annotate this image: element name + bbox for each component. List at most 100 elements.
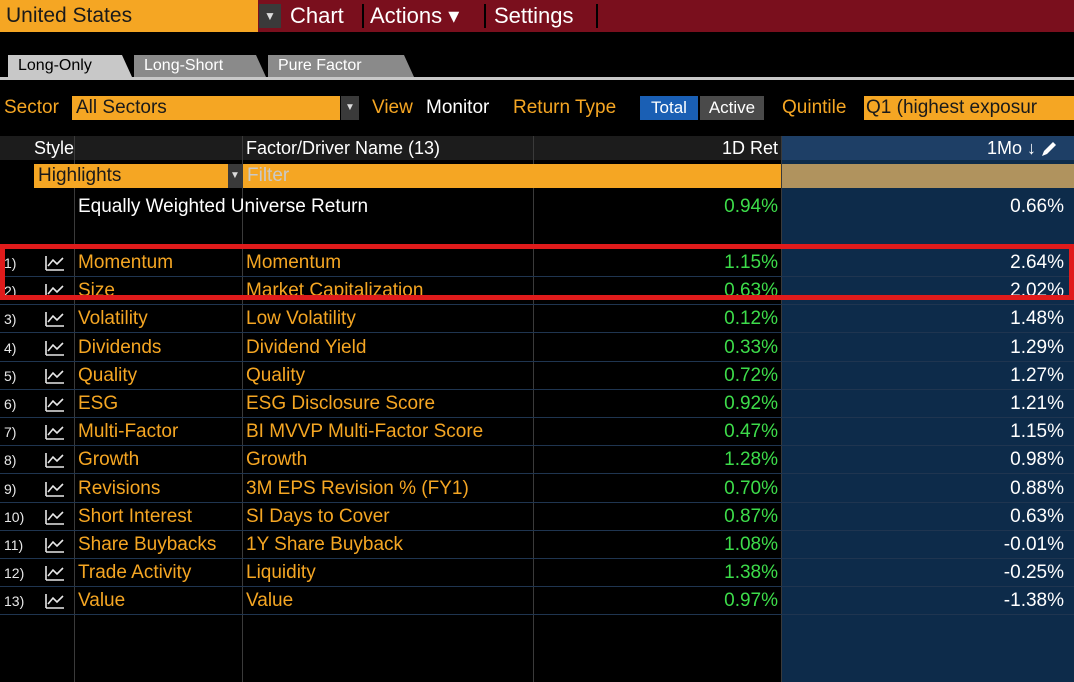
chevron-down-icon[interactable]: ▼ xyxy=(228,164,242,188)
menu-separator xyxy=(362,4,364,28)
row-1mo-ret: 1.27% xyxy=(1010,365,1064,386)
row-1mo-ret: -1.38% xyxy=(1003,590,1064,611)
highlights-dropdown[interactable]: Highlights xyxy=(34,164,228,188)
row-1d-ret: 0.33% xyxy=(724,337,778,358)
row-index: 8) xyxy=(4,452,17,468)
row-1mo-ret: 1.15% xyxy=(1010,421,1064,442)
line-chart-icon[interactable] xyxy=(44,591,66,611)
row-factor-name[interactable]: 1Y Share Buyback xyxy=(246,534,404,555)
line-chart-icon[interactable] xyxy=(44,563,66,583)
row-1mo-ret: -0.25% xyxy=(1003,562,1064,583)
line-chart-icon[interactable] xyxy=(44,253,66,273)
row-factor-name[interactable]: 3M EPS Revision % (FY1) xyxy=(246,478,469,499)
filter-input[interactable]: Filter xyxy=(243,164,781,188)
row-style[interactable]: Momentum xyxy=(78,252,174,273)
tab-long-only[interactable]: Long-Only xyxy=(8,55,132,77)
line-chart-icon[interactable] xyxy=(44,422,66,442)
header-1mo-ret[interactable]: 1Mo ↓ xyxy=(986,138,1036,158)
row-factor-name[interactable]: Quality xyxy=(246,365,306,386)
row-index: 4) xyxy=(4,340,17,356)
row-1mo-ret: 0.63% xyxy=(1010,506,1064,527)
row-factor-name[interactable]: Dividend Yield xyxy=(246,337,367,358)
column-divider xyxy=(74,136,75,682)
row-1mo-ret: -0.01% xyxy=(1003,534,1064,555)
row-1mo-ret: 0.98% xyxy=(1010,449,1064,470)
row-1d-ret: 0.97% xyxy=(724,590,778,611)
row-1d-ret: 0.12% xyxy=(724,308,778,329)
chevron-down-icon[interactable]: ▼ xyxy=(341,96,359,120)
row-style[interactable]: Volatility xyxy=(78,308,148,329)
sector-label: Sector xyxy=(4,97,59,118)
line-chart-icon[interactable] xyxy=(44,394,66,414)
header-style[interactable]: Style xyxy=(34,138,75,158)
row-separator xyxy=(0,304,1074,305)
pencil-icon[interactable] xyxy=(1040,140,1058,158)
row-factor-name[interactable]: ESG Disclosure Score xyxy=(246,393,436,414)
country-selector[interactable]: United States xyxy=(0,0,258,32)
row-style[interactable]: Quality xyxy=(78,365,138,386)
highlight-frame xyxy=(0,244,1074,300)
tab-long-short[interactable]: Long-Short xyxy=(134,55,266,77)
tab-pure-factor[interactable]: Pure Factor xyxy=(268,55,414,77)
column-divider xyxy=(533,136,534,682)
1mo-header-background xyxy=(782,136,1074,160)
row-style[interactable]: Dividends xyxy=(78,337,162,358)
line-chart-icon[interactable] xyxy=(44,450,66,470)
row-style[interactable]: ESG xyxy=(78,393,119,414)
row-separator xyxy=(0,417,1074,418)
row-separator xyxy=(0,530,1074,531)
line-chart-icon[interactable] xyxy=(44,479,66,499)
row-factor-name[interactable]: Value xyxy=(246,590,294,611)
row-1d-ret: 0.87% xyxy=(724,506,778,527)
row-1d-ret: 0.47% xyxy=(724,421,778,442)
line-chart-icon[interactable] xyxy=(44,338,66,358)
chevron-down-icon[interactable]: ▼ xyxy=(259,4,281,28)
sector-dropdown[interactable]: All Sectors xyxy=(72,96,340,120)
row-style[interactable]: Share Buybacks xyxy=(78,534,217,555)
return-type-active-button[interactable]: Active xyxy=(700,96,764,120)
row-style[interactable]: Short Interest xyxy=(78,506,193,527)
header-1d-ret[interactable]: 1D Ret xyxy=(721,138,778,158)
actions-menu[interactable]: Actions ▾ xyxy=(370,3,460,28)
column-divider xyxy=(242,136,243,682)
row-style[interactable]: Multi-Factor xyxy=(78,421,179,442)
quintile-dropdown[interactable]: Q1 (highest exposur xyxy=(864,96,1074,120)
line-chart-icon[interactable] xyxy=(44,507,66,527)
chart-menu[interactable]: Chart xyxy=(290,3,344,28)
row-index: 5) xyxy=(4,368,17,384)
row-separator xyxy=(0,558,1074,559)
row-factor-name[interactable]: Liquidity xyxy=(246,562,316,583)
row-style[interactable]: Trade Activity xyxy=(78,562,192,583)
filter-input-1mo[interactable] xyxy=(782,164,1074,188)
row-factor-name[interactable]: BI MVVP Multi-Factor Score xyxy=(246,421,484,442)
settings-menu[interactable]: Settings xyxy=(494,3,574,28)
menu-separator xyxy=(596,4,598,28)
row-factor-name[interactable]: SI Days to Cover xyxy=(246,506,390,527)
row-index: 13) xyxy=(4,593,25,609)
row-factor-name[interactable]: Growth xyxy=(246,449,308,470)
row-index: 10) xyxy=(4,509,25,525)
column-divider xyxy=(781,136,782,682)
row-separator xyxy=(0,473,1074,474)
row-separator xyxy=(0,332,1074,333)
row-factor-name[interactable]: Momentum xyxy=(246,252,342,273)
row-style[interactable]: Value xyxy=(78,590,126,611)
row-style[interactable]: Growth xyxy=(78,449,140,470)
line-chart-icon[interactable] xyxy=(44,366,66,386)
return-type-total-button[interactable]: Total xyxy=(640,96,698,120)
menu-separator xyxy=(484,4,486,28)
row-1mo-ret: 1.48% xyxy=(1010,308,1064,329)
view-value[interactable]: Monitor xyxy=(426,97,490,118)
row-index: 9) xyxy=(4,481,17,497)
line-chart-icon[interactable] xyxy=(44,309,66,329)
row-factor-name[interactable]: Low Volatility xyxy=(246,308,356,329)
row-index: 3) xyxy=(4,311,17,327)
universe-1mo-ret: 0.66% xyxy=(1010,196,1064,217)
row-1d-ret: 0.92% xyxy=(724,393,778,414)
row-1d-ret: 1.15% xyxy=(724,252,778,273)
tab-underline xyxy=(0,77,1074,80)
row-separator xyxy=(0,614,1074,615)
line-chart-icon[interactable] xyxy=(44,535,66,555)
header-factor-name[interactable]: Factor/Driver Name (13) xyxy=(246,138,441,158)
row-style[interactable]: Revisions xyxy=(78,478,161,499)
